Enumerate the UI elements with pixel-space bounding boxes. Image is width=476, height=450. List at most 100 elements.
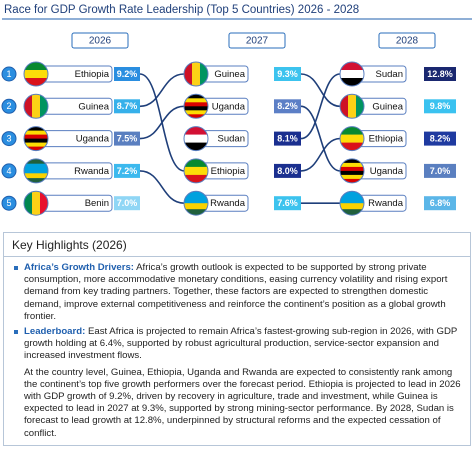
value-box <box>114 99 140 114</box>
bullet-lead: Leaderboard: <box>24 326 86 338</box>
value-box <box>274 67 301 81</box>
highlights-panel: Key Highlights (2026) Africa’s Growth Dr… <box>3 232 471 446</box>
value-box <box>274 99 301 114</box>
flag <box>24 158 48 183</box>
country-name: Ethiopia <box>75 69 110 80</box>
value-box <box>424 163 456 178</box>
flag-ring <box>23 93 49 119</box>
bullet-text: Africa’s growth outlook is expected to b… <box>24 262 448 322</box>
value-label: 9.2% <box>117 69 138 79</box>
flag <box>24 94 48 119</box>
flag <box>340 158 364 183</box>
bullet-lead: Africa’s Growth Drivers: <box>24 262 135 273</box>
value-box <box>274 163 301 178</box>
rank-label: 1 <box>6 69 11 79</box>
highlights-body: Africa’s Growth Drivers: Africa’s growth… <box>4 257 470 440</box>
connector <box>139 73 185 108</box>
flag-ring <box>183 126 209 152</box>
flag <box>24 62 48 86</box>
value-label: 12.8% <box>427 69 453 79</box>
chart-title: Race for GDP Growth Rate Leadership (Top… <box>4 4 359 16</box>
highlights-title: Key Highlights (2026) <box>4 233 470 257</box>
flag <box>24 191 48 216</box>
flag-ring <box>339 126 365 152</box>
flag-ring <box>23 126 49 152</box>
country-name: Ethiopia <box>211 166 246 177</box>
connector <box>300 105 341 172</box>
flag-ring <box>183 158 209 184</box>
rank-label: 3 <box>6 133 11 143</box>
flag <box>340 126 364 151</box>
flag <box>24 126 48 151</box>
rank-label: 2 <box>6 101 11 111</box>
country-name: Uganda <box>76 134 110 145</box>
flag <box>184 126 208 151</box>
country-name: Guinea <box>78 101 109 112</box>
value-box <box>114 67 140 81</box>
value-label: 9.8% <box>430 101 451 111</box>
bullet-text: East Africa is projected to remain Afric… <box>24 326 458 362</box>
connector <box>300 137 341 172</box>
country-name: Ethiopia <box>369 134 404 145</box>
country-name: Guinea <box>372 101 403 112</box>
rank-badge <box>1 98 17 114</box>
bullet: Leaderboard: East Africa is projected to… <box>14 326 462 363</box>
value-box <box>274 196 301 211</box>
value-label: 8.0% <box>277 166 298 176</box>
rank-badge <box>1 163 17 179</box>
country-name: Rwanda <box>368 198 404 209</box>
country-name: Sudan <box>218 134 245 145</box>
bullet: Africa’s Growth Drivers: Africa’s growth… <box>14 262 462 323</box>
flag-ring <box>23 61 49 87</box>
year-header: 2027 <box>246 36 269 47</box>
value-box <box>274 131 301 146</box>
flag-ring <box>339 93 365 119</box>
flag <box>340 62 364 86</box>
flag-ring <box>23 158 49 184</box>
value-box <box>424 131 456 146</box>
flag-ring <box>183 93 209 119</box>
flag <box>184 158 208 183</box>
connector <box>139 170 185 204</box>
flag-ring <box>339 158 365 184</box>
value-label: 8.1% <box>277 133 298 143</box>
country-name: Guinea <box>214 69 245 80</box>
flag-ring <box>339 61 365 87</box>
country-name: Rwanda <box>210 198 246 209</box>
chart: Race for GDP Growth Rate Leadership (Top… <box>1 4 472 216</box>
flag <box>340 191 364 216</box>
flag <box>184 94 208 119</box>
year-header-box <box>378 32 436 49</box>
value-label: 8.7% <box>117 101 138 111</box>
rank-badge <box>1 195 17 211</box>
flag-ring <box>183 61 209 87</box>
connector <box>300 73 341 108</box>
value-box <box>424 67 456 81</box>
rank-label: 5 <box>6 198 11 208</box>
country-name: Benin <box>85 198 109 209</box>
value-box <box>114 131 140 146</box>
connector <box>300 73 341 140</box>
value-label: 7.0% <box>430 166 451 176</box>
country-name: Uganda <box>370 166 404 177</box>
value-label: 7.5% <box>117 133 138 143</box>
flag-ring <box>183 190 209 216</box>
value-label: 7.6% <box>277 198 298 208</box>
value-label: 9.3% <box>277 69 298 79</box>
paragraph: At the country level, Guinea, Ethiopia, … <box>24 366 461 439</box>
value-label: 6.8% <box>430 198 451 208</box>
country-name: Uganda <box>212 101 246 112</box>
value-label: 8.2% <box>277 101 298 111</box>
year-header-box <box>228 32 286 49</box>
value-box <box>114 196 140 211</box>
year-header: 2028 <box>396 36 419 47</box>
value-label: 7.2% <box>117 166 138 176</box>
flag <box>184 62 208 86</box>
rank-label: 4 <box>6 166 11 176</box>
flag <box>340 94 364 119</box>
value-box <box>424 196 456 211</box>
value-box <box>114 163 140 178</box>
year-header-box <box>71 32 129 49</box>
country-name: Rwanda <box>74 166 110 177</box>
